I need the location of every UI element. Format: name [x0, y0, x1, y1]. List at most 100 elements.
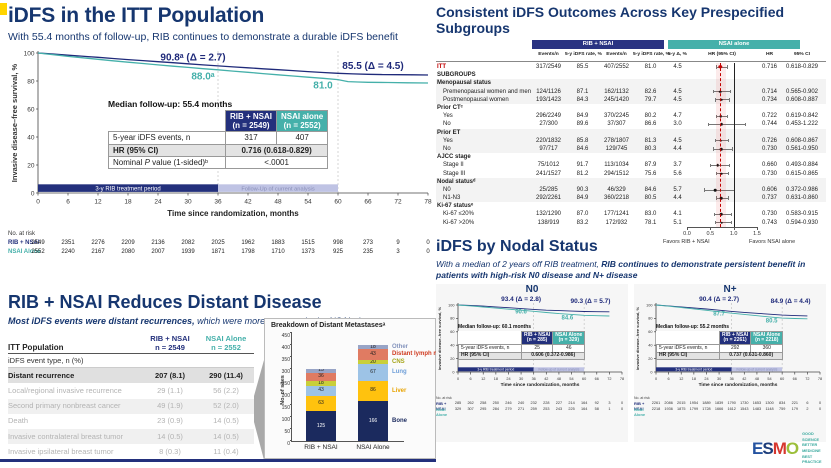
col-events: Events/n: [606, 52, 627, 58]
forest-rows: ITT 317/2549 85.5 407/2552 81.0 4.5 0.716 0.618…: [436, 63, 826, 227]
risk-count: 1883: [271, 240, 285, 246]
svg-text:100: 100: [24, 50, 35, 57]
row-label: HR (95% CI): [108, 143, 226, 157]
risk-count: 6: [806, 401, 809, 406]
events-nsai: 46: [552, 344, 586, 353]
svg-text:Time since randomization, mont: Time since randomization, months: [167, 209, 299, 218]
km-card-n0: N0 0 20 40 60 80 100 0 6 12 18 24 30 36 42 48 54 60 66 72 7…: [436, 284, 628, 443]
value-cell: 90.3: [576, 186, 589, 193]
risk-row-rib: RIB + NSAI: [634, 401, 645, 412]
value-cell: 4.7: [673, 113, 682, 120]
no-at-risk-label: No. at risk: [436, 396, 452, 401]
axis-tick-label: 0.5: [706, 230, 715, 237]
value-cell: 317/2549: [535, 64, 562, 71]
svg-text:54: 54: [569, 377, 573, 381]
svg-text:Invasive disease–free survival: Invasive disease–free survival, %: [10, 63, 19, 182]
panel-subtitle: With 55.4 months of follow-up, RIB conti…: [8, 31, 398, 43]
risk-count: 2082: [181, 240, 195, 246]
value-cell: 87.1: [576, 88, 589, 95]
rib-column-header: RIB + NSAI (n = 285): [520, 331, 554, 346]
value-cell: 37/307: [607, 121, 626, 128]
row-label: 5-year iDFS events, n: [656, 344, 720, 353]
svg-text:48: 48: [274, 199, 282, 206]
stacked-bar-plot: 0 50 100 150 200 250 300 350 400 450 No. of sites 1…: [280, 332, 451, 451]
value-cell: 4.1: [673, 211, 682, 218]
event-nsai-value: 11 (0.4): [213, 447, 239, 456]
y-tick-label: 50: [284, 428, 290, 435]
value-cell: 278/1807: [603, 137, 630, 144]
bar-segment-cns: 20: [358, 359, 388, 365]
risk-count: 0: [818, 407, 822, 412]
hr-marker: [720, 196, 723, 200]
svg-text:0: 0: [36, 199, 40, 206]
y-tick-label: 100: [281, 416, 290, 423]
subgroup-label: Prior ET: [437, 129, 461, 136]
value-cell: 97/717: [539, 145, 558, 152]
risk-count: 2007: [151, 249, 165, 255]
km-card-nplus: N+ 0 20 40 60 80 100 0 6 12 18 24 30 36 42 48 54 60 66 72 7…: [634, 284, 826, 443]
row-label: Nominal P value (1-sided)ᵇ: [108, 155, 226, 169]
col-events: Events/n: [538, 52, 559, 58]
risk-count: 0: [620, 401, 624, 406]
events-rib: 292: [718, 344, 752, 353]
risk-count: 271: [517, 407, 525, 412]
forest-row: Prior CTᶜ: [436, 104, 826, 112]
subgroup-label: No: [443, 121, 451, 128]
ci-text: 0.631-0.860: [785, 195, 819, 202]
ci-text: 0.583-0.915: [785, 211, 819, 218]
ci-whisker: [715, 65, 728, 69]
hr-marker: [719, 213, 723, 216]
ci-whisker: [713, 89, 732, 94]
value-cell: 81.3: [644, 137, 657, 144]
risk-count: 225: [568, 407, 575, 412]
event-nsai-value: 52 (2.0): [213, 401, 239, 411]
ci-whisker: [708, 122, 746, 127]
value-cell: 80.5: [644, 195, 657, 202]
risk-count: 1300: [765, 401, 774, 406]
forest-row: Yes 296/2249 84.9 370/2245 80.2 4.7 0.722 0.619…: [436, 112, 826, 120]
risk-count: 284: [492, 407, 500, 412]
hr-marker: [719, 172, 723, 175]
axis-tick-label: 0.0: [683, 230, 691, 237]
event-row: Local/regional invasive recurrence 29 (1.…: [8, 383, 254, 398]
svg-text:18: 18: [692, 377, 696, 381]
risk-count: 1515: [301, 240, 315, 246]
median-followup: Median follow-up: 60.1 months: [458, 324, 532, 331]
hr-marker: [719, 90, 722, 93]
subgroup-label: SUBGROUPS: [437, 72, 476, 79]
hr-plot-cell: [687, 63, 757, 71]
y-tick-label: 0: [287, 440, 290, 447]
subgroup-label: Ki-67 >20%: [443, 219, 475, 226]
axis-tick: [757, 226, 758, 230]
event-rib-value: 49 (1.9): [157, 401, 183, 411]
table-row: RIB + NSAI (n = 2549) NSAI alone (n = 2552…: [109, 109, 329, 133]
y-tick-label: 150: [281, 404, 290, 411]
ci-text: 0.561-0.950: [785, 145, 819, 152]
svg-text:60: 60: [450, 330, 454, 334]
risk-count: 1148: [765, 407, 774, 412]
hr-marker: [719, 114, 722, 118]
svg-text:72: 72: [805, 377, 809, 381]
nsai-arm-header: NSAI alone: [668, 40, 800, 49]
y-tick-label: 400: [281, 344, 290, 351]
risk-table-nplus: No. at risk RIB + NSAI NSAI Alone 2261 2086…: [634, 396, 826, 417]
hr-plot-cell: [687, 96, 757, 104]
risk-count: 2080: [121, 249, 135, 255]
svg-text:36: 36: [214, 199, 222, 206]
svg-text:78: 78: [620, 377, 624, 381]
hr-text: 0.730: [761, 170, 777, 177]
risk-count: 240: [517, 401, 525, 406]
svg-text:0: 0: [452, 371, 454, 375]
ci-text: 0.608-0.867: [785, 137, 819, 144]
svg-text:0: 0: [650, 371, 652, 375]
forest-row: Ki-67 >20% 138/919 83.2 172/932 78.1 5.1 0.743…: [436, 219, 826, 227]
table-row: 5-year iDFS events, n 317 407: [108, 131, 329, 145]
page-title: iDFS in the ITT Population: [8, 4, 265, 27]
value-cell: 5.1: [673, 219, 682, 226]
svg-text:18: 18: [494, 377, 498, 381]
value-cell: 82.6: [644, 88, 657, 95]
bar-segment-bone: 166: [358, 401, 388, 441]
svg-text:100: 100: [646, 304, 652, 308]
subgroup-label: Premenopausal women and men: [443, 88, 532, 95]
risk-count: 1798: [241, 249, 255, 255]
